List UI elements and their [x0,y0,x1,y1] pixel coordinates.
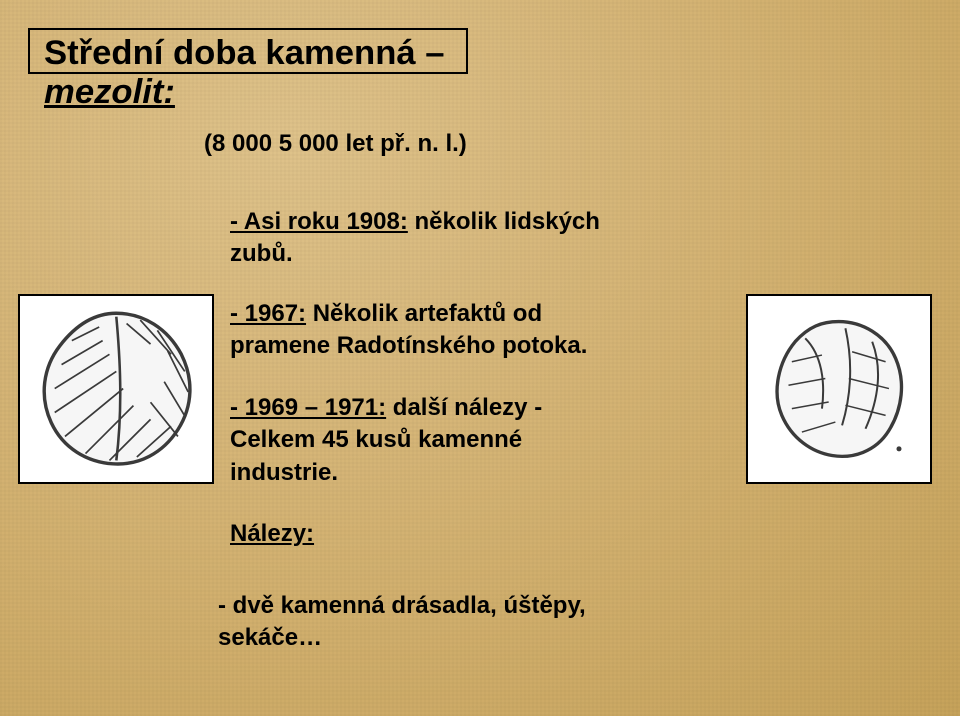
stone-artifact-right-icon [755,303,922,474]
bullet-2-rest: Několik artefaktů od [306,300,542,327]
title-emphasis: mezolit: [44,73,175,111]
bullet-1: - Asi roku 1908: několik lidských zubů. [230,206,600,271]
bullet-2: - 1967: Několik artefaktů od pramene Rad… [230,298,650,363]
title-box: Střední doba kamenná – mezolit: [28,28,468,74]
stone-artifact-left-icon [28,303,205,474]
bullet-2-line2: pramene Radotínského potoka. [230,332,587,359]
bullet-2-underline: - 1967: [230,300,306,327]
nalezy-label: Nálezy: [230,520,314,548]
footer-line: - dvě kamenná drásadla, úštěpy, sekáče… [218,590,638,655]
bullet-1-underline: - Asi roku 1908: [230,208,408,235]
bullet-3-line2: Celkem 45 kusů kamenné [230,426,522,453]
bullet-3-line3: industrie. [230,459,338,486]
bullet-3: - 1969 – 1971: další nálezy - Celkem 45 … [230,392,650,489]
subtitle: (8 000 5 000 let př. n. l.) [204,130,467,158]
artifact-image-right [746,294,932,484]
bullet-1-rest: několik lidských [408,208,600,235]
footer-text: - dvě kamenná drásadla, úštěpy, sekáče… [218,592,586,651]
bullet-3-underline: - 1969 – 1971: [230,394,386,421]
bullet-1-line2: zubů. [230,240,293,267]
bullet-3-rest: další nálezy - [386,394,542,421]
title-plain: Střední doba kamenná – [44,34,445,72]
slide: Střední doba kamenná – mezolit: (8 000 5… [0,0,960,716]
artifact-image-left [18,294,214,484]
